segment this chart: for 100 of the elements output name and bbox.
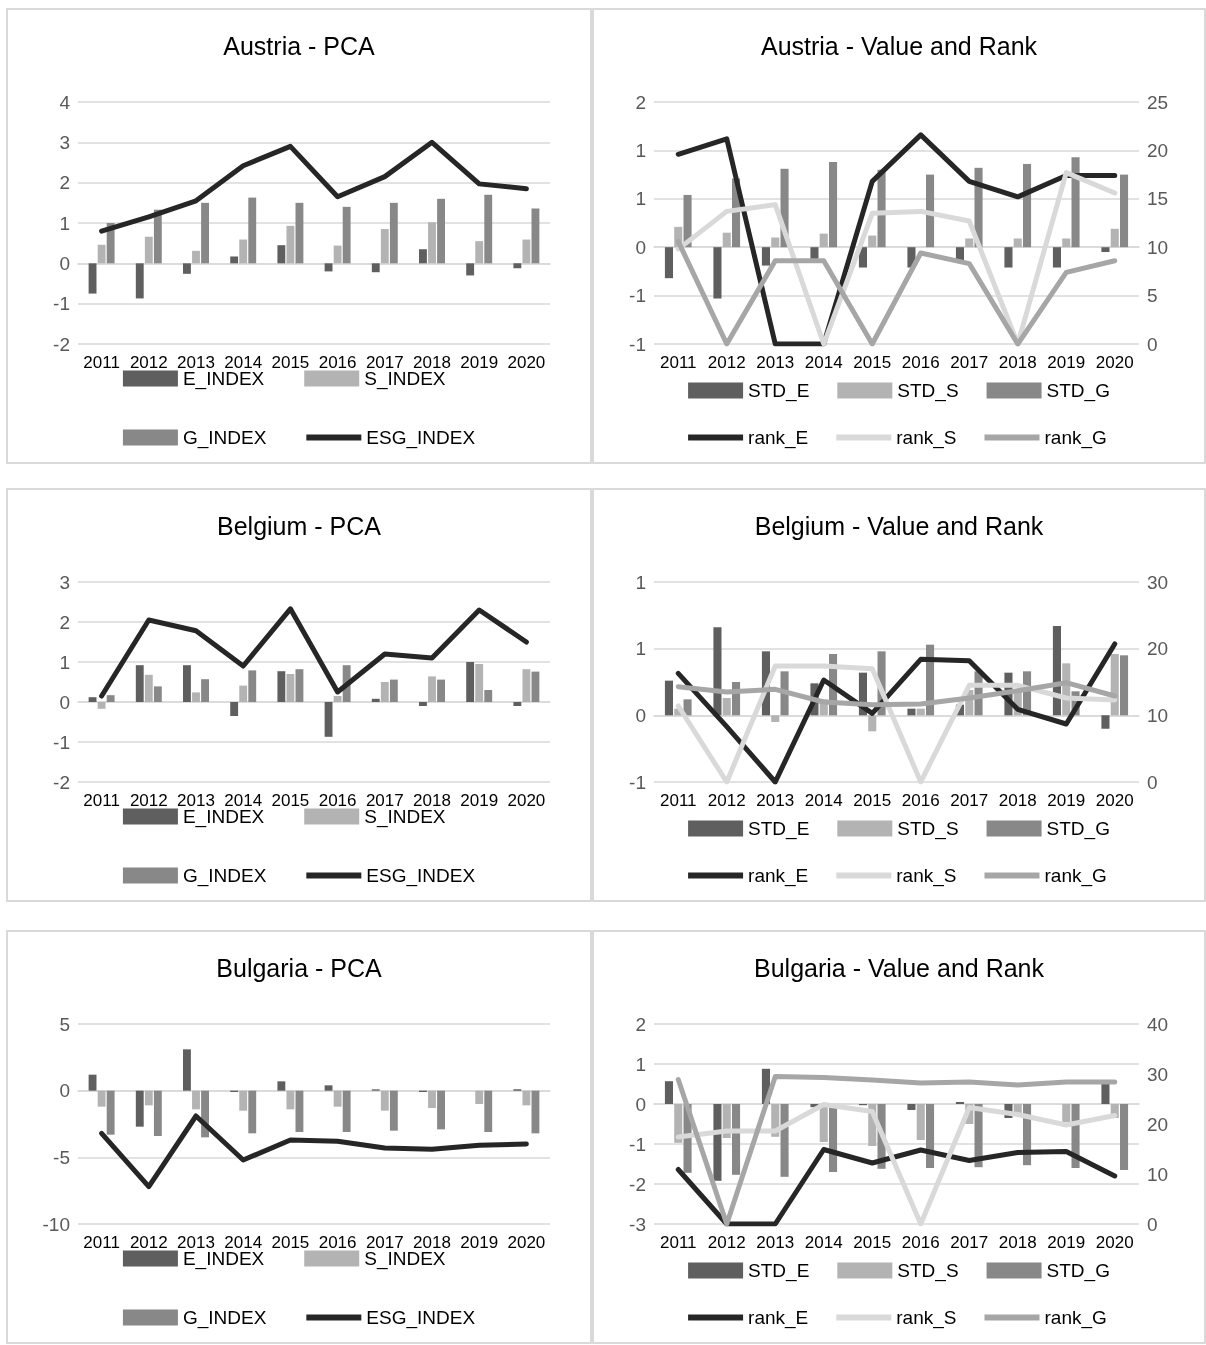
x-tick-label: 2015 (853, 353, 892, 372)
y-tick-label: 3 (59, 571, 70, 593)
bar (1071, 157, 1080, 248)
legend-label: rank_S (896, 1307, 957, 1329)
legend-label: ESG_INDEX (366, 865, 476, 887)
bar (484, 690, 493, 702)
bar (183, 263, 191, 274)
legend-label: rank_G (1044, 1307, 1107, 1329)
y2-tick-label: 20 (1147, 139, 1169, 161)
bar (713, 247, 722, 299)
bar (761, 247, 770, 266)
bar (371, 698, 380, 702)
bar (419, 702, 427, 706)
y-tick-label: 0 (59, 691, 70, 713)
y2-tick-label: 20 (1147, 1113, 1169, 1135)
bar (324, 1085, 333, 1091)
y-tick-label: 5 (59, 1013, 70, 1035)
bar (371, 263, 380, 273)
bar (713, 627, 722, 716)
y-tick-label: 1 (635, 139, 646, 161)
x-tick-label: 2011 (83, 791, 120, 810)
bar (201, 679, 209, 702)
bar (868, 235, 877, 248)
bar (713, 1104, 722, 1181)
bar (230, 256, 239, 264)
y2-tick-label: 10 (1147, 1163, 1169, 1185)
bar (106, 1090, 115, 1135)
bar (868, 715, 877, 732)
bar (428, 222, 436, 264)
bar (1052, 247, 1061, 268)
bar (664, 680, 673, 716)
bar (333, 1090, 342, 1107)
bar (153, 1090, 162, 1136)
x-tick-label: 2017 (950, 791, 989, 810)
bar (428, 1090, 436, 1108)
x-tick-label: 2015 (853, 791, 892, 810)
y-tick-label: -1 (629, 1133, 646, 1155)
y-tick-label: -5 (53, 1146, 70, 1168)
x-tick-label: 2013 (756, 353, 795, 372)
y2-tick-label: 30 (1147, 1063, 1169, 1085)
x-tick-label: 2020 (507, 353, 546, 372)
bar (286, 674, 295, 702)
bar (419, 249, 427, 264)
bar (1110, 228, 1119, 248)
x-tick-label: 2013 (756, 1233, 795, 1252)
bar (437, 1090, 445, 1130)
legend-label: rank_E (748, 427, 809, 449)
x-tick-label: 2012 (707, 1233, 746, 1252)
bar (153, 686, 162, 702)
bar (135, 1090, 144, 1127)
y-tick-label: 2 (59, 172, 70, 194)
legend-label: rank_E (748, 1307, 809, 1329)
bar (135, 665, 144, 702)
bar (389, 679, 398, 702)
y-tick-label: -1 (629, 771, 646, 793)
x-tick-label: 2020 (1095, 791, 1134, 810)
bar (428, 676, 436, 702)
y-tick-label: 0 (635, 1093, 646, 1115)
x-tick-label: 2019 (460, 1233, 499, 1252)
y-tick-label: -3 (629, 1213, 646, 1235)
bar (277, 245, 286, 264)
y-tick-label: 0 (635, 236, 646, 258)
bar (192, 692, 200, 702)
x-tick-label: 2011 (83, 353, 120, 372)
y2-tick-label: 20 (1147, 638, 1169, 660)
legend-label: STD_G (1046, 818, 1110, 840)
bar (1120, 655, 1129, 716)
x-tick-label: 2020 (1095, 1233, 1134, 1252)
x-tick-label: 2017 (950, 1233, 989, 1252)
x-tick-label: 2018 (998, 353, 1037, 372)
y-tick-label: 0 (59, 1080, 70, 1102)
y-tick-label: -2 (53, 333, 70, 355)
bar (153, 209, 162, 264)
x-tick-label: 2016 (901, 353, 940, 372)
bar (295, 669, 304, 702)
bar (144, 674, 153, 702)
bar (926, 174, 935, 248)
legend-label: G_INDEX (182, 1307, 267, 1329)
x-tick-label: 2011 (659, 353, 697, 372)
bar (88, 263, 97, 294)
bar (389, 202, 398, 264)
y2-tick-label: 0 (1147, 771, 1158, 793)
bar (248, 197, 257, 264)
bar (771, 237, 780, 248)
bar (475, 241, 484, 264)
legend-label: STD_S (897, 380, 959, 402)
bar (664, 1081, 673, 1104)
bar (239, 685, 248, 702)
bar (926, 1104, 935, 1168)
legend-label: rank_S (896, 427, 957, 449)
bar (722, 698, 731, 716)
legend-label: STD_S (897, 818, 959, 840)
y2-tick-label: 30 (1147, 571, 1169, 593)
x-tick-label: 2016 (901, 791, 940, 810)
bar (135, 263, 144, 299)
bar (513, 702, 522, 706)
bar (484, 1090, 493, 1132)
x-tick-label: 2012 (707, 353, 746, 372)
bar (1062, 1104, 1071, 1122)
y-tick-label: 0 (59, 252, 70, 274)
